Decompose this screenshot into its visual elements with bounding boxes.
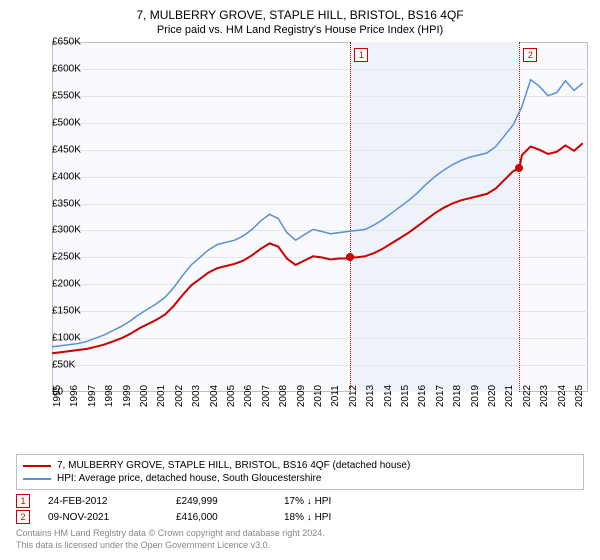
sales-table: 1 24-FEB-2012 £249,999 17% ↓ HPI 2 09-NOV-202… <box>16 494 584 524</box>
legend-swatch <box>23 478 51 480</box>
sale-date: 24-FEB-2012 <box>48 496 158 507</box>
legend: 7, MULBERRY GROVE, STAPLE HILL, BRISTOL,… <box>16 454 584 490</box>
legend-label: 7, MULBERRY GROVE, STAPLE HILL, BRISTOL,… <box>57 460 410 471</box>
sale-row-marker: 1 <box>16 494 30 508</box>
series-svg <box>8 42 588 392</box>
license-text: Contains HM Land Registry data © Crown c… <box>16 528 584 551</box>
legend-row: HPI: Average price, detached house, Sout… <box>23 472 577 485</box>
sale-delta: 18% ↓ HPI <box>284 512 331 523</box>
chart-title: 7, MULBERRY GROVE, STAPLE HILL, BRISTOL,… <box>8 8 592 22</box>
chart-container: 7, MULBERRY GROVE, STAPLE HILL, BRISTOL,… <box>0 0 600 560</box>
chart-subtitle: Price paid vs. HM Land Registry's House … <box>8 24 592 36</box>
sale-marker-2: 2 <box>523 48 537 62</box>
legend-row: 7, MULBERRY GROVE, STAPLE HILL, BRISTOL,… <box>23 459 577 472</box>
series-property <box>52 143 583 353</box>
sale-row-marker: 2 <box>16 510 30 524</box>
sale-row: 2 09-NOV-2021 £416,000 18% ↓ HPI <box>16 510 584 524</box>
sale-point-1 <box>346 253 354 261</box>
license-line-2: This data is licensed under the Open Gov… <box>16 540 584 552</box>
series-hpi <box>52 80 583 347</box>
sale-delta: 17% ↓ HPI <box>284 496 331 507</box>
sale-point-2 <box>515 164 523 172</box>
sale-row: 1 24-FEB-2012 £249,999 17% ↓ HPI <box>16 494 584 508</box>
sale-price: £249,999 <box>176 496 266 507</box>
legend-swatch <box>23 465 51 467</box>
sale-date: 09-NOV-2021 <box>48 512 158 523</box>
sale-price: £416,000 <box>176 512 266 523</box>
sale-marker-1: 1 <box>354 48 368 62</box>
license-line-1: Contains HM Land Registry data © Crown c… <box>16 528 584 540</box>
legend-label: HPI: Average price, detached house, Sout… <box>57 473 321 484</box>
line-chart: £0£50K£100K£150K£200K£250K£300K£350K£400… <box>8 42 592 422</box>
